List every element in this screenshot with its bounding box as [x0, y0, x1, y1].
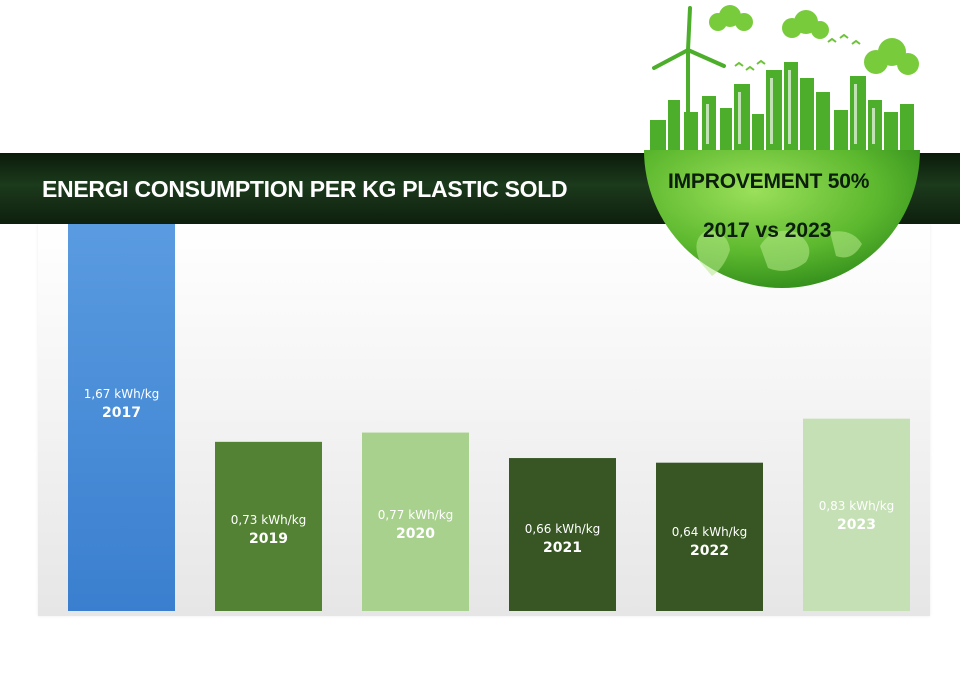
bar-label-2020: 0,77 kWh/kg 2020	[362, 508, 469, 542]
plot-area	[38, 224, 930, 616]
chart-title: ENERGI CONSUMPTION PER KG PLASTIC SOLD	[42, 176, 568, 202]
value-label: 0,83 kWh/kg	[818, 499, 895, 514]
category-label: 2023	[837, 517, 876, 534]
bar-2017	[68, 224, 175, 611]
category-label: 2017	[102, 404, 141, 421]
bar-2021	[509, 458, 616, 611]
bar-2020	[362, 432, 469, 611]
bar-label-2021: 0,66 kWh/kg 2021	[509, 522, 616, 556]
bar-label-2019: 0,73 kWh/kg 2019	[215, 513, 322, 547]
value-label: 0,66 kWh/kg	[524, 522, 601, 537]
category-label: 2019	[249, 530, 288, 547]
bar-2022	[656, 462, 763, 611]
value-label: 0,73 kWh/kg	[230, 512, 307, 527]
category-label: 2021	[543, 540, 582, 557]
category-label: 2022	[690, 542, 729, 559]
bar-2019	[215, 441, 322, 611]
category-label: 2020	[396, 525, 435, 542]
bar-2023	[803, 418, 910, 611]
bar-label-2023: 0,83 kWh/kg 2023	[803, 499, 910, 533]
value-label: 0,77 kWh/kg	[377, 507, 454, 522]
bar-label-2022: 0,64 kWh/kg 2022	[656, 525, 763, 559]
value-label: 1,67 kWh/kg	[83, 386, 160, 401]
value-label: 0,64 kWh/kg	[671, 524, 748, 539]
bar-label-2017: 1,67 kWh/kg 2017	[68, 387, 175, 421]
